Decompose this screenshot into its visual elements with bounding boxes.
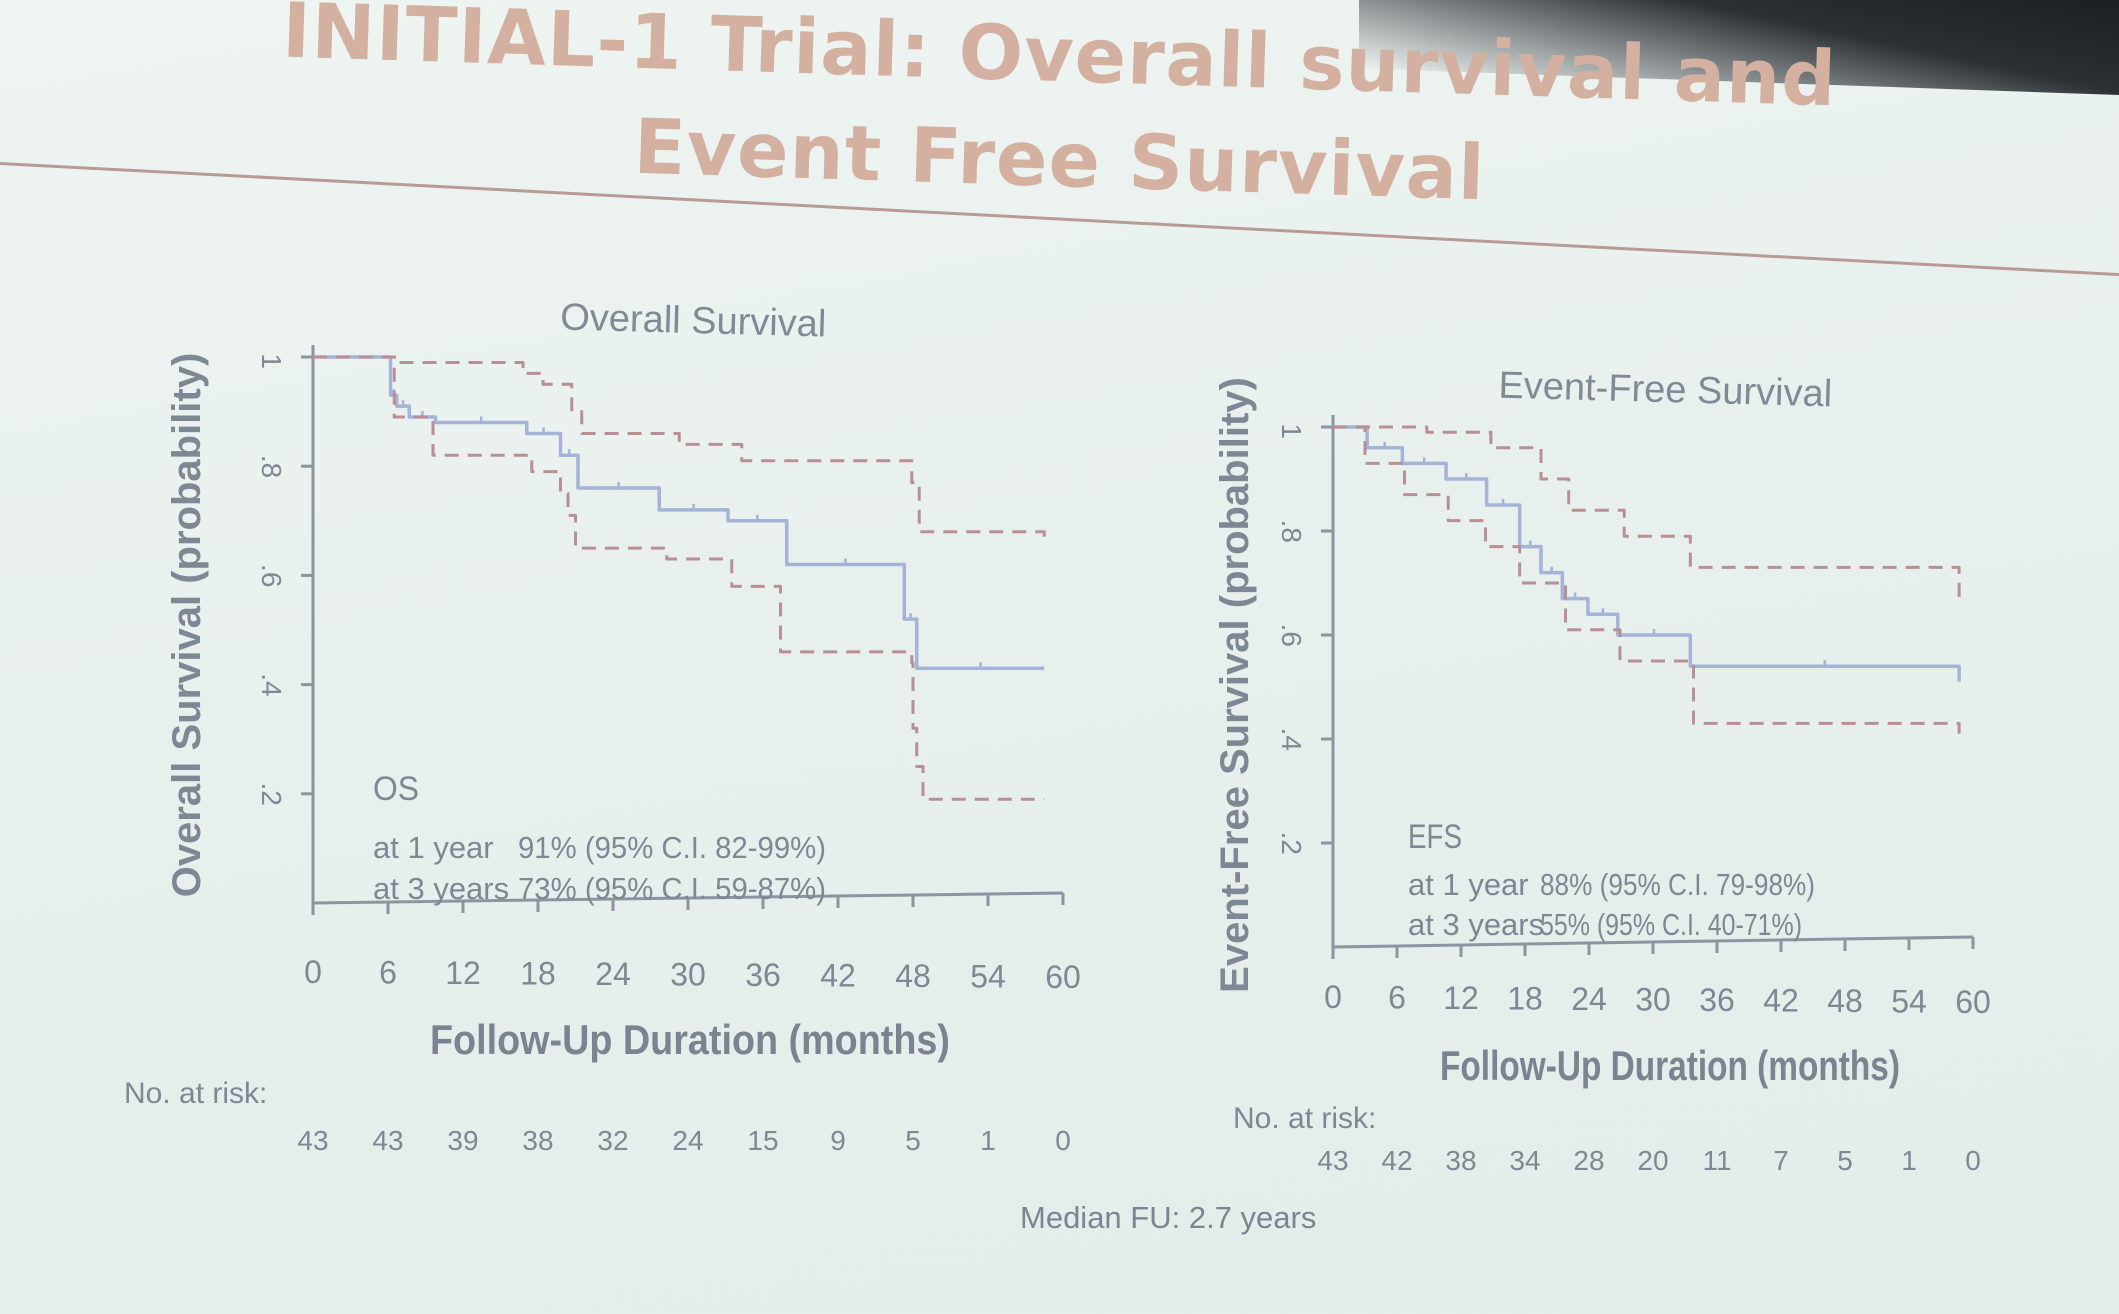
risk-count: 5 — [905, 1125, 921, 1156]
ci-lower-curve — [1333, 425, 1961, 734]
chart-title: Overall Survival — [560, 297, 827, 346]
annotation-1yr-value: 91% (95% C.I. 82-99%) — [518, 830, 826, 865]
x-tick-label: 42 — [820, 958, 856, 994]
risk-table-label: No. at risk: — [1233, 1102, 1376, 1135]
risk-count: 0 — [1055, 1125, 1071, 1156]
x-axis-label: Follow-Up Duration (months) — [1440, 1042, 1900, 1089]
x-tick-label: 0 — [1324, 979, 1342, 1015]
annotation-3yr-label: at 3 years — [373, 871, 509, 906]
risk-count: 28 — [1573, 1145, 1604, 1176]
os-chart: Overall Survival Overall Survival (probab… — [124, 297, 1081, 1156]
ci-upper-curve — [313, 355, 1046, 538]
x-tick-label: 54 — [970, 959, 1006, 995]
ci-upper-curve — [1333, 425, 1961, 599]
x-tick-label: 0 — [304, 954, 322, 990]
x-tick-label: 24 — [1571, 981, 1607, 1017]
x-tick-label: 48 — [895, 958, 931, 994]
risk-count: 0 — [1965, 1145, 1981, 1176]
risk-count: 1 — [1901, 1145, 1917, 1176]
risk-count: 43 — [1317, 1145, 1348, 1176]
y-tick-label: .6 — [1276, 624, 1307, 647]
x-tick-label: 36 — [1699, 982, 1735, 1018]
annotation-heading: EFS — [1408, 818, 1462, 856]
x-tick-label: 12 — [1443, 980, 1479, 1016]
x-tick-label: 60 — [1045, 959, 1081, 995]
y-tick-label: 1 — [256, 353, 287, 369]
y-tick-label: 1 — [1276, 423, 1307, 439]
risk-table-label: No. at risk: — [124, 1077, 267, 1110]
x-tick-label: 24 — [595, 956, 631, 992]
annotation-3yr-value: 73% (95% C.I. 59-87%) — [518, 871, 826, 906]
risk-count: 1 — [980, 1125, 996, 1156]
x-tick-label: 30 — [670, 957, 706, 993]
risk-count: 11 — [1702, 1145, 1731, 1176]
y-tick-label: .8 — [1276, 520, 1307, 543]
chart-title: Event-Free Survival — [1498, 365, 1833, 416]
x-axis-label: Follow-Up Duration (months) — [430, 1016, 950, 1063]
x-tick-label: 36 — [745, 957, 781, 993]
risk-count: 24 — [672, 1125, 703, 1156]
survival-curve — [313, 355, 1045, 670]
x-tick-label: 48 — [1827, 983, 1863, 1019]
risk-count: 5 — [1837, 1145, 1853, 1176]
risk-count: 38 — [522, 1125, 553, 1156]
x-tick-label: 54 — [1891, 984, 1927, 1020]
risk-count: 42 — [1381, 1145, 1412, 1176]
x-tick-label: 12 — [445, 955, 481, 991]
risk-count: 7 — [1773, 1145, 1789, 1176]
x-tick-label: 60 — [1955, 984, 1991, 1020]
annotation-3yr-label: at 3 years — [1408, 907, 1544, 942]
median-followup-note: Median FU: 2.7 years — [1020, 1200, 1317, 1235]
risk-count: 20 — [1637, 1145, 1668, 1176]
risk-count: 38 — [1445, 1145, 1476, 1176]
y-tick-label: .2 — [256, 782, 287, 805]
y-tick-label: .4 — [256, 673, 287, 696]
risk-count: 32 — [597, 1125, 628, 1156]
x-tick-label: 6 — [1388, 980, 1406, 1016]
y-tick-label: .2 — [1276, 832, 1307, 855]
annotation-1yr-value: 88% (95% C.I. 79-98%) — [1540, 867, 1815, 902]
y-axis-label: Event-Free Survival (probability) — [1213, 377, 1257, 993]
risk-count: 43 — [297, 1125, 328, 1156]
annotation-1yr-label: at 1 year — [373, 830, 494, 865]
risk-count: 15 — [747, 1125, 778, 1156]
x-tick-label: 18 — [520, 956, 556, 992]
y-tick-label: .6 — [256, 564, 287, 587]
x-tick-label: 6 — [379, 955, 397, 991]
ci-lower-curve — [313, 355, 1045, 801]
risk-count: 34 — [1509, 1145, 1540, 1176]
y-axis-label: Overall Survival (probability) — [165, 353, 209, 898]
y-tick-label: .4 — [1276, 728, 1307, 751]
y-tick-label: .8 — [256, 455, 287, 478]
risk-count: 39 — [447, 1125, 478, 1156]
annotation-heading: OS — [373, 770, 419, 808]
survival-curve — [1333, 425, 1961, 682]
risk-count: 9 — [830, 1125, 846, 1156]
annotation-1yr-label: at 1 year — [1408, 867, 1529, 902]
risk-count: 43 — [372, 1125, 403, 1156]
x-tick-label: 42 — [1763, 983, 1799, 1019]
efs-chart: Event-Free Survival Event-Free Survival (… — [1213, 365, 1991, 1176]
x-tick-label: 18 — [1507, 981, 1543, 1017]
annotation-3yr-value: 55% (95% C.I. 40-71%) — [1540, 907, 1802, 942]
x-tick-label: 30 — [1635, 982, 1671, 1018]
